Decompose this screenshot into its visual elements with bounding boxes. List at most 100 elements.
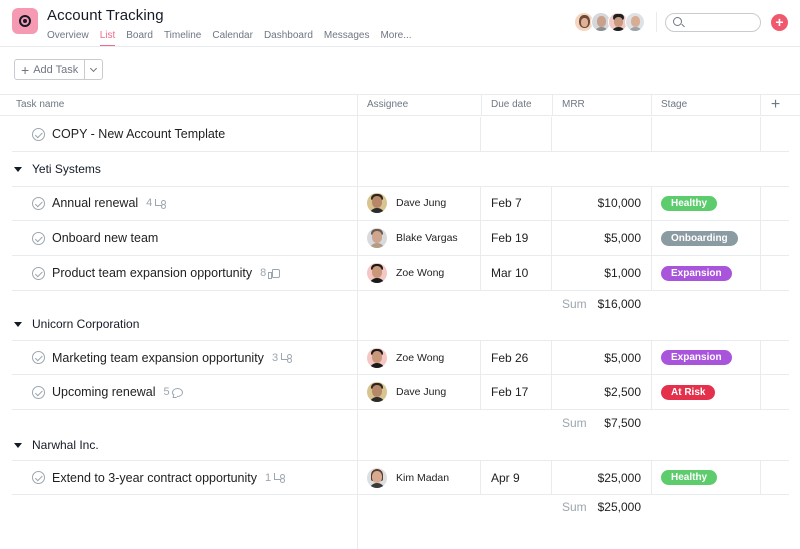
add-task-button-group: + Add Task xyxy=(14,59,104,80)
avatar xyxy=(367,347,387,368)
assignee[interactable]: Blake Vargas xyxy=(367,228,458,248)
stage-badge[interactable]: Expansion xyxy=(661,265,732,281)
stage-badge[interactable]: Healthy xyxy=(661,470,718,485)
task-name[interactable]: COPY - New Account Template xyxy=(52,127,226,141)
search-icon xyxy=(673,17,682,26)
complete-check-icon[interactable] xyxy=(32,385,45,399)
subtask-count: 1 xyxy=(265,472,286,484)
tab-messages[interactable]: Messages xyxy=(323,30,370,41)
project-title: Account Tracking xyxy=(47,7,164,24)
due-date[interactable]: Feb 19 xyxy=(491,231,529,245)
section-header[interactable]: Yeti Systems xyxy=(0,152,800,186)
table-row[interactable]: Marketing team expansion opportunity 3 Z… xyxy=(0,341,800,374)
tab-overview[interactable]: Overview xyxy=(47,30,89,41)
tab-more[interactable]: More... xyxy=(380,30,412,41)
comment-count: 5 xyxy=(164,386,183,398)
search-input[interactable] xyxy=(665,13,761,32)
due-date[interactable]: Feb 7 xyxy=(491,196,522,210)
assignee[interactable]: Zoe Wong xyxy=(367,347,444,368)
due-date[interactable]: Feb 26 xyxy=(491,350,529,365)
stage-badge[interactable]: Healthy xyxy=(661,195,718,211)
row-divider xyxy=(12,340,789,341)
column-header-stage[interactable]: Stage xyxy=(651,95,760,116)
assignee[interactable]: Dave Jung xyxy=(367,382,446,402)
section-title[interactable]: Narwhal Inc. xyxy=(32,438,99,452)
stage-badge[interactable]: At Risk xyxy=(661,384,716,400)
column-header-mrr[interactable]: MRR xyxy=(552,95,651,116)
tab-dashboard[interactable]: Dashboard xyxy=(263,30,313,41)
collapse-triangle-icon[interactable] xyxy=(14,321,22,327)
complete-check-icon[interactable] xyxy=(32,471,45,484)
table-row[interactable]: COPY - New Account Template xyxy=(0,117,800,151)
tab-board[interactable]: Board xyxy=(126,30,153,41)
table-header: Task name Assignee Due date MRR Stage + xyxy=(0,94,800,116)
task-name[interactable]: Extend to 3-year contract opportunity xyxy=(52,470,257,485)
section-header[interactable]: Unicorn Corporation xyxy=(0,308,800,340)
quick-add-button[interactable]: + xyxy=(771,14,788,31)
add-task-dropdown[interactable] xyxy=(84,60,102,79)
mrr-value[interactable]: $5,000 xyxy=(604,231,641,245)
tab-timeline[interactable]: Timeline xyxy=(163,30,202,41)
collapse-triangle-icon[interactable] xyxy=(14,442,22,448)
sum-value: $7,500 xyxy=(604,416,641,430)
column-header-assignee[interactable]: Assignee xyxy=(357,95,481,116)
header-divider xyxy=(656,12,657,32)
row-divider xyxy=(12,409,789,410)
row-divider xyxy=(12,255,789,256)
row-divider xyxy=(12,290,789,291)
add-column-button[interactable]: + xyxy=(760,95,790,116)
collapse-triangle-icon[interactable] xyxy=(14,166,22,172)
project-target-icon[interactable] xyxy=(12,8,38,34)
thumbs-up-icon xyxy=(268,268,281,279)
row-divider xyxy=(12,220,789,221)
subtask-icon xyxy=(273,473,286,482)
mrr-value[interactable]: $1,000 xyxy=(604,266,641,280)
column-header-task-name[interactable]: Task name xyxy=(16,99,65,110)
tab-calendar[interactable]: Calendar xyxy=(212,30,253,41)
task-name[interactable]: Marketing team expansion opportunity xyxy=(52,350,264,365)
table-row[interactable]: Extend to 3-year contract opportunity 1 … xyxy=(0,461,800,494)
project-members[interactable] xyxy=(574,12,645,32)
assignee[interactable]: Zoe Wong xyxy=(367,263,444,283)
task-name[interactable]: Onboard new team xyxy=(52,231,159,245)
due-date[interactable]: Apr 9 xyxy=(491,470,520,485)
grid-line xyxy=(357,116,358,549)
mrr-value[interactable]: $10,000 xyxy=(597,196,641,210)
member-avatar[interactable] xyxy=(625,12,645,32)
avatar xyxy=(367,193,387,213)
due-date[interactable]: Feb 17 xyxy=(491,385,529,399)
table-row[interactable]: Onboard new team Blake Vargas Feb 19 $5,… xyxy=(0,221,800,255)
stage-badge[interactable]: Onboarding xyxy=(661,230,738,246)
section-title[interactable]: Yeti Systems xyxy=(32,162,101,176)
project-tabs: Overview List Board Timeline Calendar Da… xyxy=(47,30,423,46)
complete-check-icon[interactable] xyxy=(32,351,45,364)
row-divider xyxy=(12,494,789,495)
section-header[interactable]: Narwhal Inc. xyxy=(0,430,800,460)
section-sum-row: Sum $16,000 xyxy=(0,291,800,317)
column-header-due-date[interactable]: Due date xyxy=(481,95,552,116)
row-divider xyxy=(12,186,789,187)
assignee[interactable]: Dave Jung xyxy=(367,193,446,213)
complete-check-icon[interactable] xyxy=(32,231,45,245)
table-row[interactable]: Annual renewal 4 Dave Jung Feb 7 $10,000… xyxy=(0,186,800,220)
member-avatar[interactable] xyxy=(591,12,611,32)
task-name[interactable]: Upcoming renewal xyxy=(52,385,156,399)
table-row[interactable]: Upcoming renewal 5 Dave Jung Feb 17 $2,5… xyxy=(0,375,800,409)
due-date[interactable]: Mar 10 xyxy=(491,266,529,280)
tab-list[interactable]: List xyxy=(99,30,115,46)
complete-check-icon[interactable] xyxy=(32,196,45,210)
section-title[interactable]: Unicorn Corporation xyxy=(32,317,140,331)
member-avatar[interactable] xyxy=(608,12,628,32)
complete-check-icon[interactable] xyxy=(32,266,45,280)
table-row[interactable]: Product team expansion opportunity 8 Zoe… xyxy=(0,256,800,290)
mrr-value[interactable]: $25,000 xyxy=(597,470,641,485)
add-task-button[interactable]: + Add Task xyxy=(15,60,84,79)
assignee[interactable]: Kim Madan xyxy=(367,467,449,488)
task-name[interactable]: Annual renewal xyxy=(52,196,139,210)
mrr-value[interactable]: $2,500 xyxy=(604,385,641,399)
mrr-value[interactable]: $5,000 xyxy=(604,350,641,365)
task-table: Task name Assignee Due date MRR Stage + xyxy=(0,94,800,116)
task-name[interactable]: Product team expansion opportunity xyxy=(52,266,253,280)
complete-check-icon[interactable] xyxy=(32,127,45,141)
stage-badge[interactable]: Expansion xyxy=(661,350,732,365)
